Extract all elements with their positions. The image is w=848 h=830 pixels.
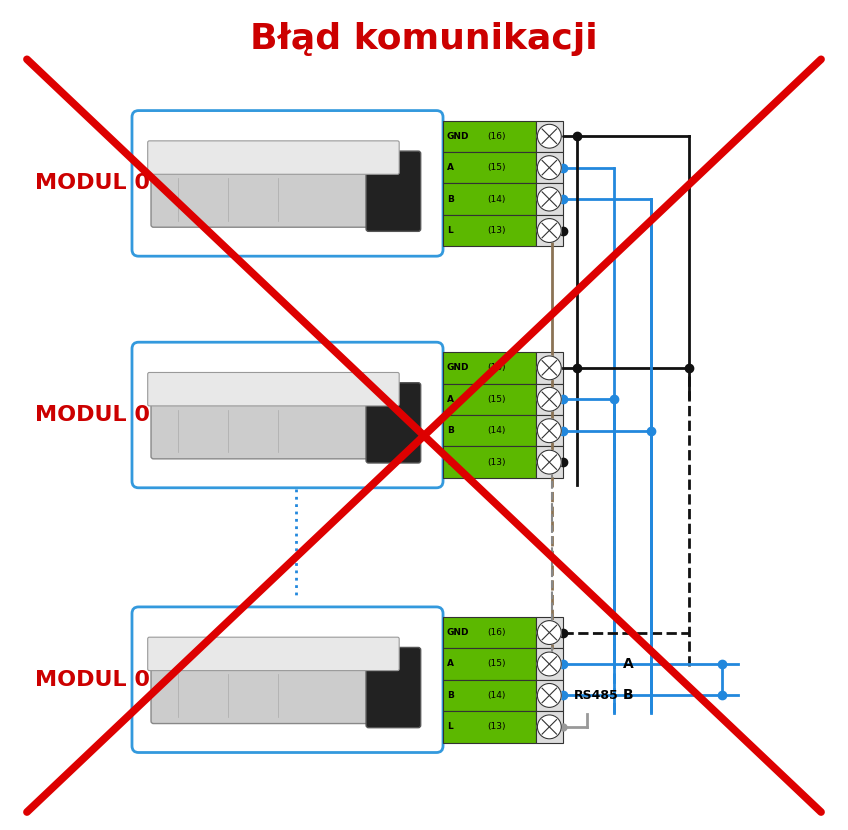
Text: RS485: RS485 (573, 689, 618, 702)
Text: (13): (13) (487, 226, 505, 235)
FancyBboxPatch shape (536, 152, 562, 183)
FancyBboxPatch shape (443, 383, 536, 415)
Text: MODUL 0: MODUL 0 (36, 405, 150, 425)
FancyBboxPatch shape (366, 383, 421, 463)
Text: GND: GND (447, 132, 469, 141)
Text: (15): (15) (487, 164, 505, 172)
Text: L: L (447, 722, 453, 731)
Circle shape (538, 683, 561, 707)
FancyBboxPatch shape (443, 352, 536, 383)
FancyBboxPatch shape (443, 711, 536, 743)
FancyBboxPatch shape (536, 183, 562, 215)
Text: (16): (16) (487, 364, 505, 373)
FancyBboxPatch shape (536, 617, 562, 648)
Circle shape (538, 621, 561, 645)
Text: B: B (622, 688, 633, 702)
Text: B: B (447, 691, 454, 700)
FancyBboxPatch shape (151, 395, 396, 459)
Circle shape (538, 450, 561, 474)
FancyBboxPatch shape (148, 373, 399, 406)
FancyBboxPatch shape (148, 141, 399, 174)
Text: MODUL 0: MODUL 0 (36, 173, 150, 193)
Circle shape (538, 356, 561, 380)
Text: (14): (14) (488, 194, 505, 203)
Circle shape (538, 218, 561, 242)
FancyBboxPatch shape (151, 660, 396, 724)
FancyBboxPatch shape (151, 164, 396, 227)
Circle shape (538, 187, 561, 211)
Text: B: B (447, 194, 454, 203)
Circle shape (538, 124, 561, 149)
Circle shape (538, 715, 561, 739)
Text: MODUL 0: MODUL 0 (36, 670, 150, 690)
FancyBboxPatch shape (366, 647, 421, 728)
FancyBboxPatch shape (366, 151, 421, 232)
FancyBboxPatch shape (443, 617, 536, 648)
FancyBboxPatch shape (443, 447, 536, 478)
FancyBboxPatch shape (132, 607, 443, 753)
FancyBboxPatch shape (536, 447, 562, 478)
Text: A: A (447, 164, 454, 172)
FancyBboxPatch shape (443, 120, 536, 152)
Text: (16): (16) (487, 132, 505, 141)
FancyBboxPatch shape (443, 680, 536, 711)
Text: (13): (13) (487, 722, 505, 731)
Text: (15): (15) (487, 660, 505, 668)
Text: (14): (14) (488, 691, 505, 700)
Text: A: A (447, 395, 454, 403)
FancyBboxPatch shape (536, 383, 562, 415)
FancyBboxPatch shape (536, 648, 562, 680)
FancyBboxPatch shape (443, 415, 536, 447)
Text: (14): (14) (488, 427, 505, 435)
Circle shape (538, 419, 561, 442)
FancyBboxPatch shape (536, 711, 562, 743)
FancyBboxPatch shape (148, 637, 399, 671)
FancyBboxPatch shape (132, 342, 443, 488)
FancyBboxPatch shape (132, 110, 443, 256)
Text: L: L (447, 457, 453, 466)
FancyBboxPatch shape (443, 215, 536, 247)
FancyBboxPatch shape (536, 680, 562, 711)
Text: GND: GND (447, 628, 469, 637)
FancyBboxPatch shape (443, 152, 536, 183)
Text: (13): (13) (487, 457, 505, 466)
Circle shape (538, 652, 561, 676)
Text: (15): (15) (487, 395, 505, 403)
FancyBboxPatch shape (536, 352, 562, 383)
Text: Błąd komunikacji: Błąd komunikacji (250, 22, 598, 56)
Circle shape (538, 156, 561, 179)
FancyBboxPatch shape (536, 120, 562, 152)
Text: A: A (622, 657, 633, 671)
Text: B: B (447, 427, 454, 435)
Text: (16): (16) (487, 628, 505, 637)
FancyBboxPatch shape (536, 215, 562, 247)
Text: GND: GND (447, 364, 469, 373)
FancyBboxPatch shape (536, 415, 562, 447)
Text: L: L (447, 226, 453, 235)
Circle shape (538, 388, 561, 411)
FancyBboxPatch shape (443, 648, 536, 680)
Text: A: A (447, 660, 454, 668)
FancyBboxPatch shape (443, 183, 536, 215)
